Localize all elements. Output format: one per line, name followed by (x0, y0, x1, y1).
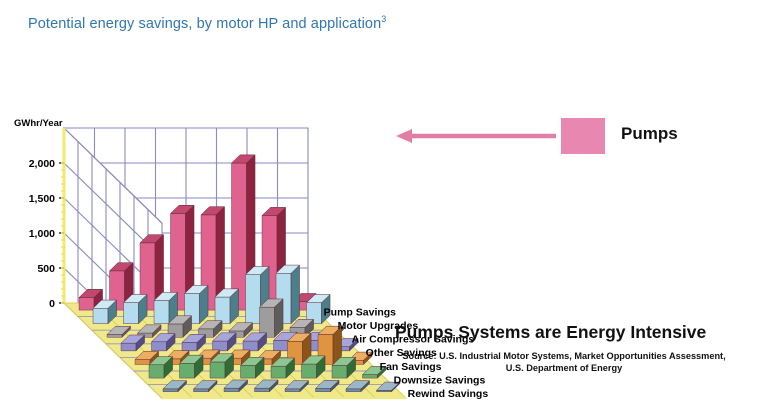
bar (153, 291, 179, 325)
series-label: Motor Upgrades (338, 320, 419, 332)
bar (239, 356, 265, 379)
pumps-legend-label: Pumps (621, 124, 678, 143)
pumps-callout-arrow (396, 129, 556, 143)
y-axis-title: GWhr/Year (14, 118, 63, 129)
bar (106, 325, 132, 338)
bar (150, 332, 176, 352)
pumps-legend-swatch (561, 118, 605, 154)
bar (270, 357, 296, 379)
y-axis-tick-label: 500 (37, 263, 55, 275)
bar (167, 315, 193, 338)
bars-group (78, 154, 401, 393)
bar (375, 381, 401, 393)
y-axis-tick-label: 0 (49, 298, 55, 310)
series-label: Pump Savings (324, 306, 397, 318)
bar (169, 204, 195, 311)
bar (78, 288, 104, 311)
bar (361, 365, 387, 379)
bar (230, 154, 256, 311)
bar (148, 355, 174, 379)
bar (122, 293, 148, 325)
bar (209, 353, 235, 379)
y-axis-tick-label: 2,000 (29, 158, 55, 170)
bar (183, 284, 209, 325)
bar (258, 298, 284, 338)
bar (345, 380, 371, 393)
bar (139, 234, 165, 311)
bar (300, 355, 326, 379)
bar (92, 299, 118, 325)
bar (120, 334, 146, 352)
bar (214, 288, 240, 325)
bar (192, 380, 218, 393)
bar (286, 332, 312, 366)
bar (136, 324, 162, 338)
bar (181, 333, 207, 352)
series-labels: Pump Savings Motor Upgrades Air Compressor… (324, 306, 489, 400)
bar (253, 379, 279, 393)
series-label: Air Compressor Savings (352, 334, 475, 346)
bar (305, 293, 331, 325)
caption-source-line-1: Source: U.S. Industrial Motor Systems, M… (402, 351, 726, 361)
bar (314, 379, 340, 393)
bar (162, 380, 188, 393)
bar (134, 350, 160, 366)
y-axis-tick-label: 1,000 (29, 228, 55, 240)
bar (178, 354, 204, 379)
series-label: Downsize Savings (394, 374, 486, 386)
y-axis-ticks: 0 500 1,000 1,500 2,000 (29, 158, 65, 310)
caption-headline: Pumps Systems are Energy Intensive (395, 322, 707, 342)
bar (228, 322, 254, 338)
series-label: Other Savings (366, 347, 437, 359)
chart-title: Potential energy savings, by motor HP an… (28, 14, 386, 32)
series-label: Rewind Savings (408, 388, 489, 400)
bar (223, 379, 249, 393)
bar (242, 332, 268, 352)
caption-source-line-2: U.S. Department of Energy (505, 363, 623, 373)
bar (284, 380, 310, 393)
bar (211, 332, 237, 352)
series-label: Fan Savings (380, 361, 442, 373)
chart-title-text: Potential energy savings, by motor HP an… (28, 15, 382, 32)
caption-source: Source: U.S. Industrial Motor Systems, M… (378, 350, 750, 374)
bar (331, 356, 357, 379)
chart-title-footnote-marker: 3 (381, 14, 387, 24)
y-axis-tick-label: 1,500 (29, 193, 55, 205)
